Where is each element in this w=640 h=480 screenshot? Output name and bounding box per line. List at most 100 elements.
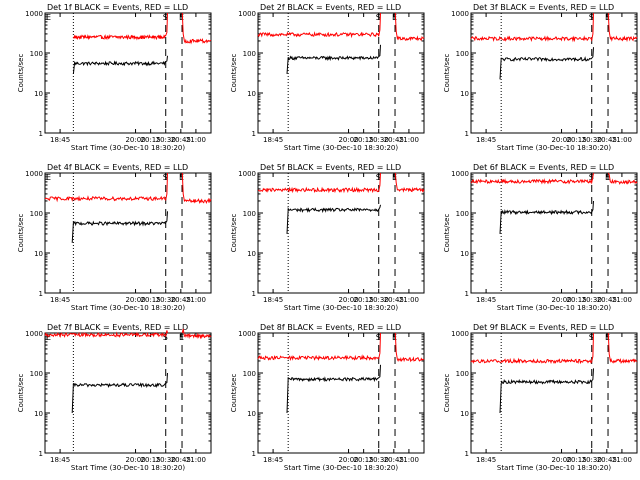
panel-title: Det 4f BLACK = Events, RED = LLD <box>47 163 188 172</box>
x-tick-label: 20:00 <box>338 136 358 144</box>
marker-label-e: E <box>605 173 610 182</box>
lld-series-line <box>258 172 381 194</box>
x-tick-label: 18:45 <box>263 456 283 464</box>
x-tick-label: 20:15 <box>567 296 587 304</box>
y-axis-label: Counts/sec <box>230 374 238 413</box>
y-tick-label: 1000 <box>25 330 43 338</box>
events-series-line <box>286 364 381 414</box>
x-tick-label: 20:00 <box>338 456 358 464</box>
marker-label-e: E <box>179 173 184 182</box>
y-tick-label: 1 <box>252 450 256 458</box>
panel-title: Det 7f BLACK = Events, RED = LLD <box>47 323 188 332</box>
detector-panel-4: Det 4f BLACK = Events, RED = LLD 1 10 100 10… <box>17 163 212 312</box>
x-axis-label: Start Time (30-Dec-10 18:30:20) <box>71 464 185 472</box>
lld-series-line-post <box>181 12 212 45</box>
x-axis-label: Start Time (30-Dec-10 18:30:20) <box>284 464 398 472</box>
x-tick-label: 20:15 <box>354 456 374 464</box>
detector-panel-3: Det 3f BLACK = Events, RED = LLD 1 10 100 10… <box>443 3 638 152</box>
y-tick-label: 10 <box>247 410 256 418</box>
marker-label-e: E <box>46 333 51 342</box>
y-tick-label: 1 <box>465 290 469 298</box>
lld-series-line <box>470 332 594 365</box>
panel-title: Det 1f BLACK = Events, RED = LLD <box>47 3 188 12</box>
y-tick-label: 10 <box>34 410 43 418</box>
panel-title: Det 6f BLACK = Events, RED = LLD <box>473 163 614 172</box>
x-tick-label: 21:00 <box>186 296 206 304</box>
y-tick-label: 1000 <box>451 330 469 338</box>
y-tick-label: 100 <box>456 50 469 58</box>
x-tick-label: 20:30 <box>582 456 602 464</box>
x-tick-label: 20:30 <box>582 296 602 304</box>
y-tick-label: 1 <box>252 130 256 138</box>
y-tick-label: 1000 <box>25 170 43 178</box>
x-tick-label: 20:45 <box>384 136 404 144</box>
y-tick-label: 1 <box>39 130 43 138</box>
marker-label-s: S <box>163 13 168 22</box>
marker-label-s: S <box>376 13 381 22</box>
y-tick-label: 10 <box>247 250 256 258</box>
events-series-line <box>499 47 594 80</box>
x-tick-label: 18:45 <box>476 296 496 304</box>
x-tick-label: 20:00 <box>551 296 571 304</box>
x-tick-label: 18:45 <box>263 136 283 144</box>
y-tick-label: 10 <box>34 250 43 258</box>
x-tick-label: 20:30 <box>369 456 389 464</box>
marker-label-e: E <box>179 13 184 22</box>
lld-series-line <box>257 332 381 362</box>
marker-label-s: S <box>589 13 594 22</box>
marker-label-s: S <box>376 333 381 342</box>
panel-title: Det 9f BLACK = Events, RED = LLD <box>473 323 614 332</box>
x-tick-label: 18:45 <box>476 456 496 464</box>
y-tick-label: 100 <box>243 210 256 218</box>
marker-label-s: S <box>589 333 594 342</box>
y-axis-label: Counts/sec <box>443 374 451 413</box>
events-series-line <box>499 200 594 234</box>
y-axis-label: Counts/sec <box>443 54 451 93</box>
marker-label-s: S <box>163 333 168 342</box>
y-tick-label: 100 <box>30 370 43 378</box>
plot-frame <box>470 332 638 454</box>
y-tick-label: 10 <box>460 410 469 418</box>
y-tick-label: 1000 <box>451 10 469 18</box>
marker-label-e: E <box>392 13 397 22</box>
events-series-line <box>499 368 594 414</box>
y-tick-label: 10 <box>460 90 469 98</box>
x-tick-label: 20:45 <box>171 296 191 304</box>
detector-panel-1: Det 1f BLACK = Events, RED = LLD 1 10 100 10… <box>17 3 212 152</box>
lld-series-line-post <box>181 172 212 205</box>
events-series-line <box>286 44 381 74</box>
marker-label-s: S <box>376 173 381 182</box>
y-axis-label: Counts/sec <box>443 214 451 253</box>
x-tick-label: 20:15 <box>141 296 161 304</box>
events-series-line <box>286 204 381 234</box>
plot-frame <box>257 12 425 134</box>
x-tick-label: 21:00 <box>186 456 206 464</box>
lld-series-line <box>257 12 381 39</box>
y-tick-label: 1 <box>39 450 43 458</box>
y-axis-label: Counts/sec <box>17 54 25 93</box>
x-tick-label: 20:30 <box>156 296 176 304</box>
y-tick-label: 100 <box>30 210 43 218</box>
x-tick-label: 20:15 <box>567 456 587 464</box>
x-tick-label: 20:45 <box>384 296 404 304</box>
x-tick-label: 18:45 <box>50 136 70 144</box>
lld-series-line <box>44 172 168 203</box>
panel-title: Det 2f BLACK = Events, RED = LLD <box>260 3 401 12</box>
lld-series-line-post <box>607 172 638 185</box>
lld-series-line-post <box>181 328 212 340</box>
x-tick-label: 20:00 <box>551 456 571 464</box>
marker-label-e: E <box>46 173 51 182</box>
y-tick-label: 100 <box>30 50 43 58</box>
panel-title: Det 8f BLACK = Events, RED = LLD <box>260 323 401 332</box>
x-tick-label: 20:00 <box>125 136 145 144</box>
y-tick-label: 1000 <box>238 10 256 18</box>
lld-series-line-post <box>607 332 638 365</box>
x-tick-label: 21:00 <box>612 296 632 304</box>
marker-label-e: E <box>605 13 610 22</box>
x-tick-label: 20:30 <box>156 136 176 144</box>
x-tick-label: 21:00 <box>399 136 419 144</box>
x-tick-label: 20:45 <box>597 456 617 464</box>
lld-series-line <box>72 12 168 41</box>
x-axis-label: Start Time (30-Dec-10 18:30:20) <box>497 144 611 152</box>
marker-label-e: E <box>392 173 397 182</box>
